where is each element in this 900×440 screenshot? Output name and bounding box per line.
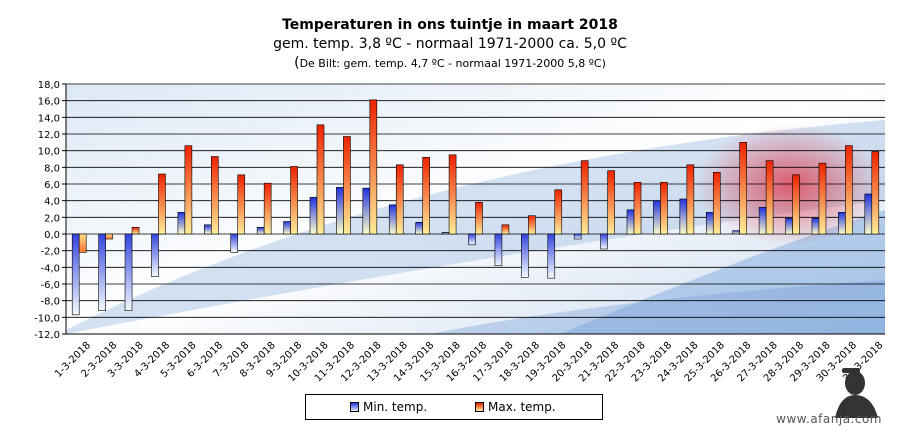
bar-max-temp xyxy=(686,164,695,235)
note-text: De Bilt: gem. temp. 4,7 ºC - normaal 197… xyxy=(299,57,606,70)
bar-min-temp xyxy=(362,187,371,235)
bar-min-temp xyxy=(230,233,239,253)
y-tick-label: 10,0 xyxy=(38,147,60,158)
bar-max-temp xyxy=(448,154,457,235)
bar-max-temp xyxy=(422,157,430,235)
bar-min-temp xyxy=(468,233,476,246)
y-tick-label: 16,0 xyxy=(38,97,60,108)
y-tick-label: -6,0 xyxy=(40,280,60,291)
y-tick-label: 8,0 xyxy=(44,163,60,174)
y-tick-label: -10,0 xyxy=(34,313,60,324)
bar-min-temp xyxy=(494,233,503,266)
bar-min-temp xyxy=(811,217,820,235)
bar-max-temp xyxy=(845,145,853,235)
note-paren: ( xyxy=(294,55,300,71)
bar-min-temp xyxy=(256,227,265,235)
legend-label-max: Max. temp. xyxy=(488,400,556,414)
bar-min-temp xyxy=(626,209,635,235)
bar-min-temp xyxy=(547,233,556,279)
bar-max-temp xyxy=(131,227,140,235)
bar-min-temp xyxy=(204,224,212,235)
bar-min-temp xyxy=(732,230,740,235)
bar-max-temp xyxy=(554,189,563,235)
bar-max-temp xyxy=(765,160,774,235)
bar-max-temp xyxy=(290,166,298,235)
legend-item-max: Max. temp. xyxy=(475,400,556,414)
y-tick-label: 4,0 xyxy=(44,197,60,208)
bar-min-temp xyxy=(124,233,133,311)
bar-max-temp xyxy=(660,182,668,235)
bar-min-temp xyxy=(573,233,582,240)
bar-min-temp xyxy=(71,233,80,316)
bar-min-temp xyxy=(151,233,159,277)
bar-max-temp xyxy=(369,99,378,235)
bar-max-temp xyxy=(237,174,246,235)
legend: Min. temp. Max. temp. xyxy=(305,394,603,420)
bar-max-temp xyxy=(105,233,113,240)
bar-min-temp xyxy=(653,200,661,235)
bar-max-temp xyxy=(792,174,800,235)
bar-min-temp xyxy=(785,217,793,235)
bar-max-temp xyxy=(343,136,351,235)
legend-label-min: Min. temp. xyxy=(363,400,428,414)
chart-title: Temperaturen in ons tuintje in maart 201… xyxy=(282,17,618,33)
bar-max-temp xyxy=(316,124,325,235)
chart-subtitle: gem. temp. 3,8 ºC - normaal 1971-2000 ca… xyxy=(273,36,627,52)
bar-min-temp xyxy=(679,198,688,235)
y-tick-label: 18,0 xyxy=(38,80,60,91)
y-tick-label: 6,0 xyxy=(44,180,60,191)
bar-max-temp xyxy=(580,160,589,235)
bar-max-temp xyxy=(528,215,536,235)
silhouette-icon xyxy=(835,368,878,418)
bar-min-temp xyxy=(838,212,846,235)
bar-max-temp xyxy=(607,170,615,235)
y-tick-label: 14,0 xyxy=(38,113,60,124)
bar-max-temp xyxy=(78,233,87,253)
bar-min-temp xyxy=(521,233,529,278)
bar-min-temp xyxy=(415,222,423,235)
legend-swatch-min xyxy=(350,402,359,412)
bar-max-temp xyxy=(184,145,193,235)
bar-max-temp xyxy=(475,202,483,235)
y-tick-label: -8,0 xyxy=(40,297,60,308)
bar-min-temp xyxy=(336,187,344,235)
bar-min-temp xyxy=(177,212,186,235)
y-tick-label: 0,0 xyxy=(44,230,60,241)
bar-min-temp xyxy=(98,233,106,311)
bar-max-temp xyxy=(871,151,880,235)
bar-max-temp xyxy=(501,224,510,235)
bar-max-temp xyxy=(818,162,827,235)
y-tick-label: 12,0 xyxy=(38,130,60,141)
chart-note: (De Bilt: gem. temp. 4,7 ºC - normaal 19… xyxy=(0,55,900,71)
legend-item-min: Min. temp. xyxy=(350,400,427,414)
bar-min-temp xyxy=(600,233,608,250)
bar-min-temp xyxy=(705,212,714,235)
bar-min-temp xyxy=(864,193,873,235)
bar-max-temp xyxy=(211,156,219,235)
bar-min-temp xyxy=(309,197,318,235)
bar-max-temp xyxy=(633,182,642,235)
y-tick-label: -12,0 xyxy=(34,330,60,341)
bar-max-temp xyxy=(158,173,166,235)
bar-min-temp xyxy=(758,207,767,235)
bar-min-temp xyxy=(441,232,450,235)
y-tick-label: -2,0 xyxy=(40,247,60,258)
y-tick-label: -4,0 xyxy=(40,263,60,274)
y-tick-label: 2,0 xyxy=(44,213,60,224)
bar-max-temp xyxy=(712,172,721,235)
bar-max-temp xyxy=(263,182,272,235)
bar-max-temp xyxy=(395,164,404,235)
watermark: www.afanja.com xyxy=(776,412,882,426)
bar-min-temp xyxy=(283,221,291,235)
bar-min-temp xyxy=(388,204,397,235)
bar-max-temp xyxy=(739,142,747,235)
legend-swatch-max xyxy=(475,402,484,412)
